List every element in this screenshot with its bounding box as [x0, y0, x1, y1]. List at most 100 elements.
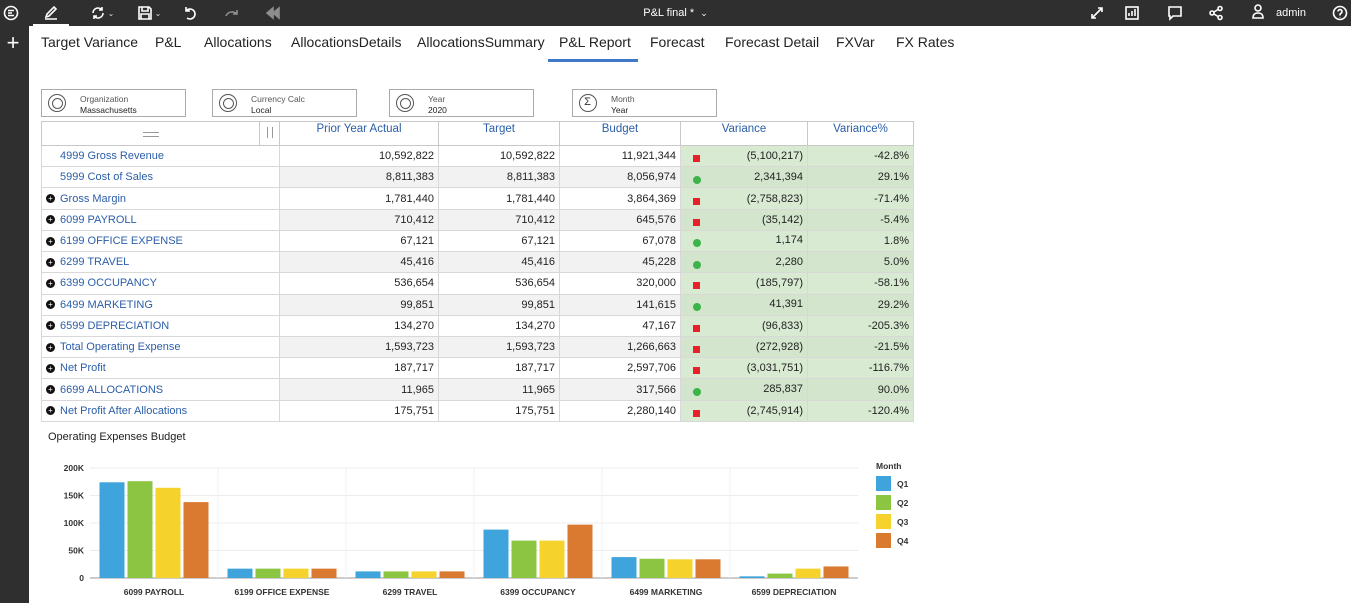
variance-pct-cell[interactable]: 29.2% — [807, 293, 914, 316]
col-header-prior-year-actual[interactable]: Prior Year Actual — [279, 121, 439, 146]
variance-pct-cell[interactable]: -116.7% — [807, 357, 914, 380]
save-icon[interactable]: ⌄ — [131, 0, 167, 26]
share-icon[interactable] — [1204, 0, 1228, 26]
presentation-icon[interactable] — [1120, 0, 1144, 26]
filter-organization[interactable]: Organization Massachusetts — [41, 89, 186, 117]
expand-icon[interactable]: + — [46, 279, 55, 289]
refresh-icon[interactable]: ⌄ — [84, 0, 120, 26]
prior-year-actual-cell[interactable]: 187,717 — [279, 357, 439, 380]
budget-cell[interactable]: 1,266,663 — [559, 335, 681, 359]
variance-cell[interactable]: (2,758,823) — [680, 187, 808, 210]
expand-icon[interactable]: + — [46, 385, 55, 395]
tab-target-variance[interactable]: Target Variance — [41, 34, 139, 50]
budget-cell[interactable]: 141,615 — [559, 293, 681, 316]
add-sheet-button[interactable]: + — [0, 30, 26, 56]
budget-cell[interactable]: 3,864,369 — [559, 187, 681, 210]
variance-pct-cell[interactable]: 90.0% — [807, 378, 914, 401]
variance-cell[interactable]: (272,928) — [680, 335, 808, 359]
col-header-budget[interactable]: Budget — [559, 121, 681, 146]
row-label[interactable]: + Total Operating Expense — [41, 335, 280, 359]
variance-cell[interactable]: 2,341,394 — [680, 166, 808, 189]
row-label[interactable]: +6299 TRAVEL — [41, 251, 280, 274]
variance-cell[interactable]: (3,031,751) — [680, 357, 808, 380]
filter-month[interactable]: Σ Month Year — [572, 89, 717, 117]
help-icon[interactable] — [1329, 0, 1351, 26]
prior-year-actual-cell[interactable]: 11,965 — [279, 378, 439, 401]
expand-icon[interactable]: + — [46, 300, 55, 310]
tab-allocations[interactable]: Allocations — [204, 34, 272, 50]
variance-pct-cell[interactable]: -205.3% — [807, 314, 914, 337]
column-resize-handle[interactable] — [259, 121, 280, 146]
target-cell[interactable]: 536,654 — [438, 272, 560, 295]
target-cell[interactable]: 710,412 — [438, 208, 560, 231]
user-menu[interactable]: admin — [1250, 0, 1322, 26]
budget-cell[interactable]: 645,576 — [559, 208, 681, 231]
variance-pct-cell[interactable]: -120.4% — [807, 399, 914, 423]
undo-icon[interactable] — [176, 0, 204, 26]
prior-year-actual-cell[interactable]: 67,121 — [279, 229, 439, 253]
tab-fx-rates[interactable]: FX Rates — [896, 34, 955, 50]
row-label[interactable]: +6699 ALLOCATIONS — [41, 378, 280, 401]
tab-forecast-detail[interactable]: Forecast Detail — [725, 34, 820, 50]
variance-pct-cell[interactable]: -71.4% — [807, 187, 914, 210]
target-cell[interactable]: 187,717 — [438, 357, 560, 380]
target-cell[interactable]: 67,121 — [438, 229, 560, 253]
collapse-menu-icon[interactable] — [0, 0, 22, 26]
target-cell[interactable]: 99,851 — [438, 293, 560, 316]
target-cell[interactable]: 10,592,822 — [438, 144, 560, 168]
comment-icon[interactable] — [1163, 0, 1187, 26]
row-label[interactable]: 4999 Gross Revenue — [41, 144, 280, 168]
prior-year-actual-cell[interactable]: 10,592,822 — [279, 144, 439, 168]
edit-icon[interactable] — [33, 0, 69, 26]
row-label[interactable]: +6199 OFFICE EXPENSE — [41, 229, 280, 253]
prior-year-actual-cell[interactable]: 710,412 — [279, 208, 439, 231]
budget-cell[interactable]: 8,056,974 — [559, 166, 681, 189]
redo-icon[interactable] — [219, 0, 245, 26]
expand-icon[interactable]: + — [46, 257, 55, 267]
row-label[interactable]: +6499 MARKETING — [41, 293, 280, 316]
variance-cell[interactable]: (5,100,217) — [680, 144, 808, 168]
variance-cell[interactable]: (35,142) — [680, 208, 808, 231]
row-label[interactable]: +6599 DEPRECIATION — [41, 314, 280, 337]
target-cell[interactable]: 8,811,383 — [438, 166, 560, 189]
document-title[interactable]: P&L final * ⌄ — [600, 0, 751, 26]
target-cell[interactable]: 1,593,723 — [438, 335, 560, 359]
expand-icon[interactable]: + — [46, 236, 55, 246]
row-label[interactable]: 5999 Cost of Sales — [41, 166, 280, 189]
variance-cell[interactable]: 1,174 — [680, 229, 808, 253]
expand-icon[interactable]: + — [46, 363, 55, 373]
prior-year-actual-cell[interactable]: 45,416 — [279, 251, 439, 274]
prior-year-actual-cell[interactable]: 175,751 — [279, 399, 439, 423]
tab-fxvar[interactable]: FXVar — [836, 34, 875, 50]
variance-cell[interactable]: (185,797) — [680, 272, 808, 295]
variance-pct-cell[interactable]: 1.8% — [807, 229, 914, 253]
row-label[interactable]: + Net Profit After Allocations — [41, 399, 280, 423]
expand-icon[interactable]: + — [46, 342, 55, 352]
variance-pct-cell[interactable]: -58.1% — [807, 272, 914, 295]
budget-cell[interactable]: 45,228 — [559, 251, 681, 274]
row-label[interactable]: + Gross Margin — [41, 187, 280, 210]
target-cell[interactable]: 175,751 — [438, 399, 560, 423]
prior-year-actual-cell[interactable]: 134,270 — [279, 314, 439, 337]
budget-cell[interactable]: 2,597,706 — [559, 357, 681, 380]
variance-cell[interactable]: 285,837 — [680, 378, 808, 401]
variance-pct-cell[interactable]: 5.0% — [807, 251, 914, 274]
row-label[interactable]: + Net Profit — [41, 357, 280, 380]
budget-cell[interactable]: 47,167 — [559, 314, 681, 337]
tab-allocations-summary[interactable]: AllocationsSummary — [417, 34, 545, 50]
budget-cell[interactable]: 317,566 — [559, 378, 681, 401]
filter-year[interactable]: Year 2020 — [389, 89, 534, 117]
expand-icon[interactable] — [1085, 0, 1109, 26]
tab-pl-report[interactable]: P&L Report — [559, 34, 631, 50]
variance-cell[interactable]: 2,280 — [680, 251, 808, 274]
target-cell[interactable]: 134,270 — [438, 314, 560, 337]
prior-year-actual-cell[interactable]: 1,781,440 — [279, 187, 439, 210]
variance-cell[interactable]: (2,745,914) — [680, 399, 808, 423]
row-label[interactable]: +6399 OCCUPANCY — [41, 272, 280, 295]
budget-cell[interactable]: 67,078 — [559, 229, 681, 253]
prior-year-actual-cell[interactable]: 536,654 — [279, 272, 439, 295]
budget-cell[interactable]: 2,280,140 — [559, 399, 681, 423]
expand-icon[interactable]: + — [46, 194, 55, 204]
rewind-icon[interactable] — [260, 0, 286, 26]
tab-pl[interactable]: P&L — [155, 34, 182, 50]
